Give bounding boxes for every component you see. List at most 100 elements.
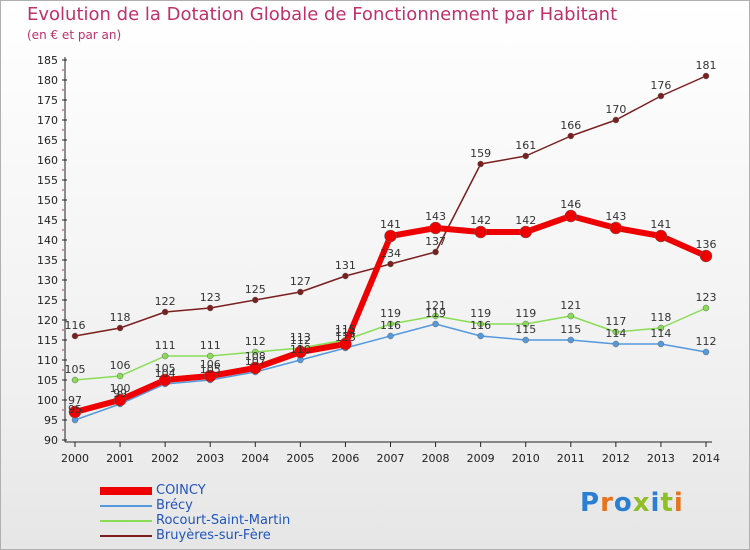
x-tick-label: 2009 (467, 452, 495, 465)
data-label-rocourt-saint-martin: 123 (696, 291, 717, 304)
logo-letter: o (613, 488, 633, 518)
x-tick-label: 2011 (557, 452, 585, 465)
legend-swatch-coincy (100, 487, 152, 495)
data-label-bruyeres-sur-fere: 137 (425, 235, 446, 248)
y-tick-label: 155 (37, 174, 58, 187)
y-tick-label: 150 (37, 194, 58, 207)
x-tick-label: 2000 (61, 452, 89, 465)
data-label-rocourt-saint-martin: 105 (65, 363, 86, 376)
data-label-brecy: 95 (68, 403, 82, 416)
data-label-rocourt-saint-martin: 121 (425, 299, 446, 312)
point-coincy (474, 225, 487, 239)
point-rocourt-saint-martin (206, 352, 214, 360)
axes: 90 95 100 105 110 115 120 125 130 135 140 145 150 155… (37, 54, 720, 465)
point-coincy (68, 405, 82, 419)
data-label-bruyeres-sur-fere: 131 (335, 259, 356, 272)
x-tick-label: 2007 (377, 452, 405, 465)
legend-label-bruyeres: Bruyères-sur-Fère (156, 528, 271, 543)
point-rocourt-saint-martin (702, 304, 710, 312)
x-tick-label: 2006 (331, 452, 359, 465)
point-bruyeres-sur-fere (297, 288, 304, 296)
point-rocourt-saint-martin (612, 328, 620, 336)
data-label-brecy: 104 (155, 367, 176, 380)
data-label-bruyeres-sur-fere: 170 (605, 103, 626, 116)
data-label-coincy: 136 (696, 238, 717, 251)
data-label-rocourt-saint-martin: 119 (380, 307, 401, 320)
point-bruyeres-sur-fere (702, 72, 710, 80)
point-brecy (612, 340, 620, 348)
point-bruyeres-sur-fere (116, 324, 124, 332)
y-tick-label: 185 (37, 54, 58, 67)
y-tick-label: 120 (37, 314, 58, 327)
data-label-rocourt-saint-martin: 111 (200, 339, 221, 352)
legend-label-coincy: COINCY (156, 483, 206, 498)
data-label-bruyeres-sur-fere: 116 (65, 319, 86, 332)
point-bruyeres-sur-fere (432, 248, 439, 256)
y-tick-label: 125 (37, 294, 58, 307)
y-tick-label: 105 (37, 374, 58, 387)
y-tick-label: 115 (37, 334, 58, 347)
point-rocourt-saint-martin (161, 352, 169, 360)
data-label-rocourt-saint-martin: 117 (605, 315, 626, 328)
data-label-bruyeres-sur-fere: 125 (245, 283, 266, 296)
point-rocourt-saint-martin (432, 312, 439, 320)
data-label-bruyeres-sur-fere: 159 (470, 147, 491, 160)
y-tick-label: 90 (44, 434, 58, 447)
data-label-coincy: 100 (110, 382, 131, 395)
data-label-rocourt-saint-martin: 112 (245, 335, 266, 348)
point-coincy (609, 221, 623, 235)
point-brecy (702, 348, 710, 356)
data-label-coincy: 143 (425, 210, 446, 223)
legend-swatch-brecy (100, 505, 152, 507)
data-label-bruyeres-sur-fere: 134 (380, 247, 401, 260)
data-label-coincy: 141 (380, 218, 401, 231)
legend-swatch-bruyeres (100, 535, 152, 537)
point-coincy (429, 221, 442, 235)
point-brecy (477, 332, 484, 340)
y-tick-label: 180 (37, 74, 58, 87)
data-label-brecy: 119 (425, 307, 446, 320)
data-label-bruyeres-sur-fere: 181 (696, 59, 717, 72)
logo-letter: r (600, 488, 614, 518)
point-bruyeres-sur-fere (477, 160, 484, 168)
data-label-brecy: 115 (560, 323, 581, 336)
data-label-brecy: 110 (290, 343, 311, 356)
y-tick-label: 95 (44, 414, 58, 427)
data-label-brecy: 116 (380, 319, 401, 332)
data-label-bruyeres-sur-fere: 166 (560, 119, 581, 132)
y-tick-label: 175 (37, 94, 58, 107)
x-tick-label: 2001 (106, 452, 134, 465)
x-tick-label: 2003 (196, 452, 224, 465)
data-labels: 116 118 122 123 125 127 131 134 137 159 161 166 170 1… (65, 59, 717, 416)
y-tick-label: 145 (37, 214, 58, 227)
y-tick-label: 170 (37, 114, 58, 127)
point-coincy (339, 337, 352, 351)
y-tick-label: 110 (37, 354, 58, 367)
point-coincy (113, 393, 127, 407)
data-label-rocourt-saint-martin: 106 (110, 359, 131, 372)
y-tick-label: 140 (37, 234, 58, 247)
data-label-coincy: 114 (335, 326, 356, 339)
y-tick-label: 130 (37, 274, 58, 287)
data-label-brecy: 114 (605, 327, 626, 340)
x-tick-label: 2008 (422, 452, 450, 465)
data-label-coincy: 108 (245, 350, 266, 363)
point-bruyeres-sur-fere (657, 92, 665, 100)
point-rocourt-saint-martin (116, 372, 124, 380)
data-label-brecy: 99 (113, 387, 127, 400)
data-label-coincy: 142 (470, 214, 491, 227)
point-bruyeres-sur-fere (206, 304, 214, 312)
chart-subtitle: (en € et par an) (27, 28, 122, 42)
point-bruyeres-sur-fere (522, 152, 529, 160)
y-tick-label: 135 (37, 254, 58, 267)
point-bruyeres-sur-fere (342, 272, 349, 280)
point-bruyeres-sur-fere (252, 296, 259, 304)
data-label-coincy: 142 (515, 214, 536, 227)
y-tick-label: 100 (37, 394, 58, 407)
point-rocourt-saint-martin (567, 312, 575, 320)
data-label-rocourt-saint-martin: 121 (560, 299, 581, 312)
logo-letter: i (650, 488, 661, 518)
logo-letter: t (660, 488, 674, 518)
point-coincy (249, 361, 262, 375)
